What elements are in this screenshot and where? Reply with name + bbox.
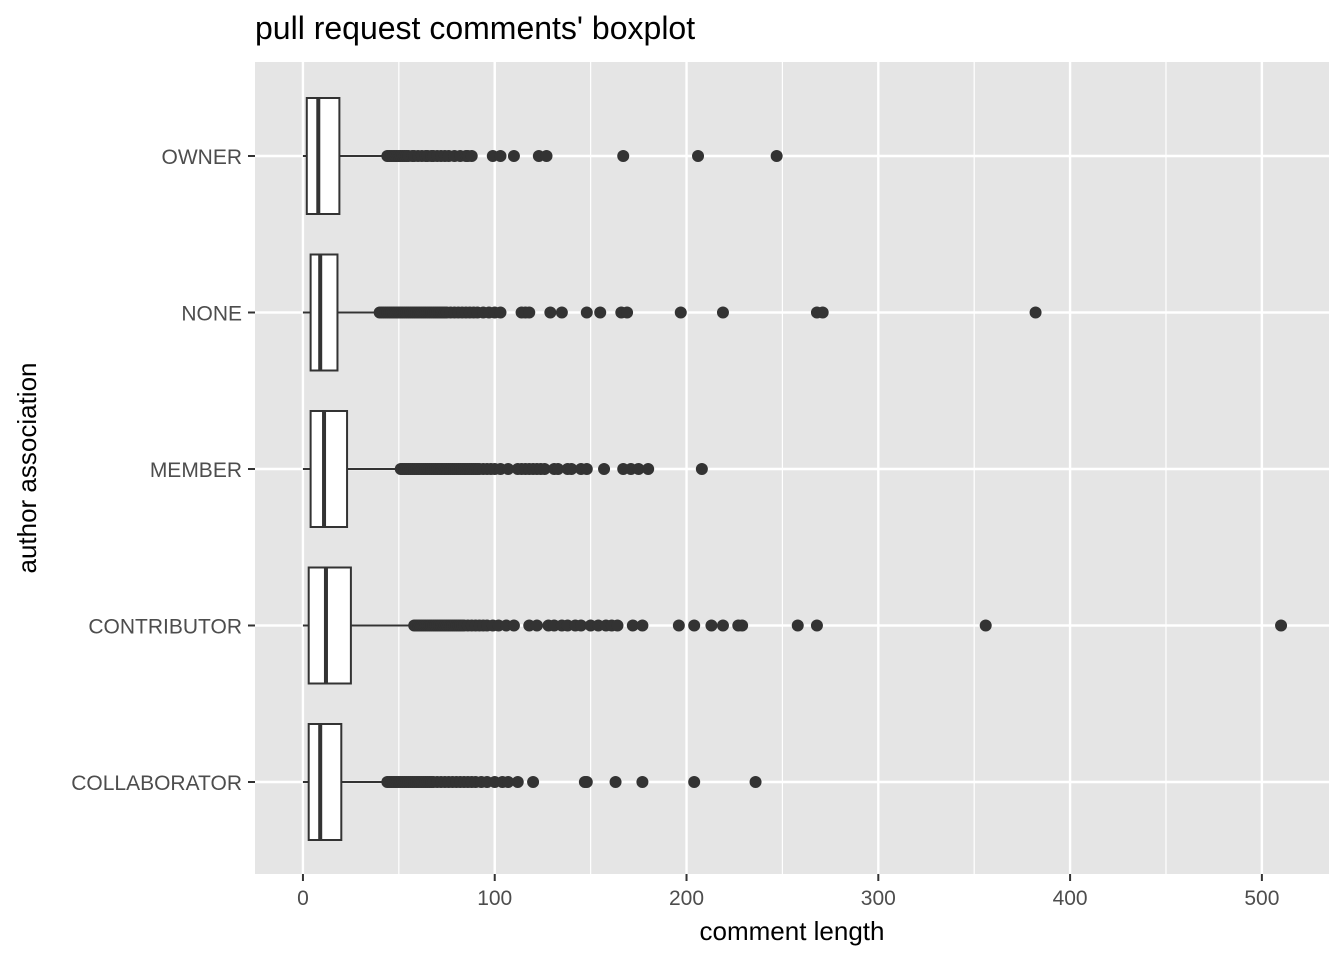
outlier-point — [716, 619, 729, 632]
outlier-point — [621, 306, 634, 319]
y-tick-label: COLLABORATOR — [71, 772, 242, 795]
y-tick-label: CONTRIBUTOR — [88, 616, 242, 639]
outlier-point — [692, 150, 705, 162]
y-axis-title: author association — [12, 362, 42, 573]
x-axis-title: comment length — [700, 916, 885, 946]
box-iqr — [307, 566, 352, 685]
outlier-point — [617, 150, 630, 162]
x-tick-label: 500 — [1244, 887, 1279, 910]
outlier-point — [674, 306, 687, 319]
outlier-point — [575, 619, 588, 632]
outlier-point — [494, 306, 507, 319]
outlier-point — [695, 463, 708, 475]
outlier-point — [636, 776, 649, 788]
box-group-owner — [302, 97, 783, 215]
box-group-none — [302, 253, 1042, 372]
outlier-point — [580, 463, 593, 475]
boxes — [302, 97, 1288, 841]
outlier-point — [580, 776, 593, 788]
outlier-point — [626, 619, 639, 632]
box-group-member — [302, 410, 708, 528]
box-group-contributor — [302, 566, 1288, 685]
outlier-point — [791, 619, 804, 632]
outlier-point — [688, 619, 701, 632]
y-tick-label: OWNER — [162, 146, 243, 169]
outlier-point — [749, 776, 762, 788]
outlier-point — [979, 619, 992, 632]
outlier-point — [507, 619, 520, 632]
outlier-point — [552, 463, 565, 475]
outlier-point — [816, 306, 829, 319]
chart-title: pull request comments' boxplot — [255, 10, 695, 46]
outlier-point — [494, 150, 507, 162]
outlier-point — [736, 619, 749, 632]
x-tick-label: 400 — [1053, 887, 1088, 910]
box-iqr — [309, 410, 349, 528]
outlier-point — [598, 463, 611, 475]
outlier-point — [1029, 306, 1042, 319]
outlier-point — [716, 306, 729, 319]
outlier-point — [523, 306, 536, 319]
outlier-point — [555, 306, 568, 319]
outlier-point — [530, 619, 543, 632]
outlier-point — [594, 306, 607, 319]
axes: 0 100 200 300 400 500 OWNER NONE MEMBER CONTRIBUT… — [71, 146, 1279, 910]
outlier-point — [688, 776, 701, 788]
outlier-point — [609, 776, 622, 788]
outlier-point — [511, 776, 524, 788]
outlier-point — [1275, 619, 1288, 632]
outlier-point — [770, 150, 783, 162]
outlier-point — [465, 150, 478, 162]
outlier-point — [527, 776, 540, 788]
x-tick-label: 0 — [297, 887, 309, 910]
box-iqr — [309, 253, 339, 372]
outlier-point — [810, 619, 823, 632]
outlier-point — [538, 463, 551, 475]
box-iqr — [305, 97, 341, 215]
x-tick-label: 200 — [669, 887, 704, 910]
outlier-point — [502, 463, 515, 475]
outlier-point — [540, 150, 553, 162]
outlier-point — [636, 619, 649, 632]
box-iqr — [307, 723, 343, 841]
outlier-point — [642, 463, 655, 475]
outlier-point — [580, 306, 593, 319]
outlier-point — [611, 619, 624, 632]
x-tick-label: 100 — [477, 887, 512, 910]
outlier-point — [544, 306, 557, 319]
x-tick-label: 300 — [861, 887, 896, 910]
outlier-point — [705, 619, 718, 632]
outlier-point — [502, 776, 515, 788]
outlier-point — [507, 150, 520, 162]
y-tick-label: NONE — [181, 303, 242, 326]
box-group-collaborator — [302, 723, 762, 841]
outlier-point — [632, 463, 645, 475]
y-tick-label: MEMBER — [150, 459, 242, 482]
outlier-point — [565, 463, 578, 475]
outlier-point — [672, 619, 685, 632]
